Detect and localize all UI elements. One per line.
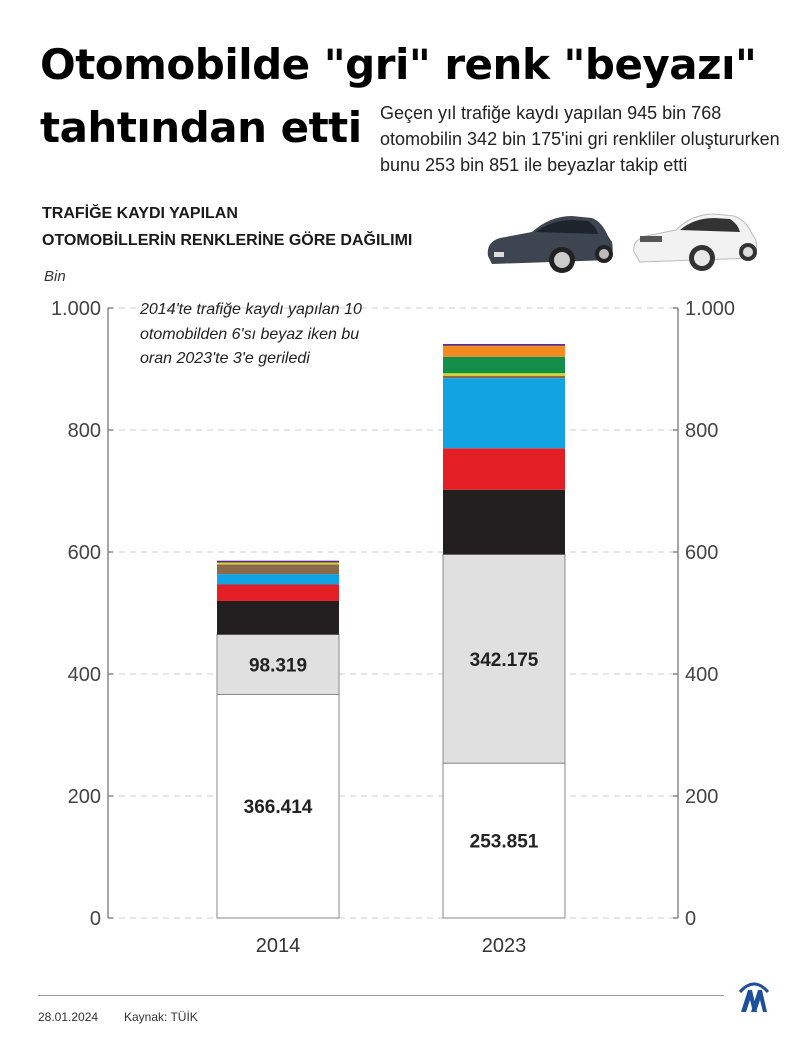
y-tick-label-left: 800 — [68, 420, 101, 442]
y-tick-label-right: 1.000 — [685, 298, 735, 320]
x-tick-label: 2014 — [256, 935, 301, 957]
gray-car-icon — [487, 216, 613, 273]
y-tick-label-right: 800 — [685, 420, 718, 442]
chart-subtitle: TRAFİĞE KAYDI YAPILAN OTOMOBİLLERİN RENK… — [42, 200, 412, 254]
bar-segment-siyah-2023 — [443, 489, 565, 555]
data-label: 253.851 — [470, 832, 539, 853]
chart-annotation: 2014'te trafiğe kaydı yapılan 10 otomobi… — [140, 301, 362, 367]
y-axis-unit-label: Bin — [44, 268, 66, 285]
y-tick-label-right: 400 — [685, 664, 718, 686]
footer-date: 28.01.2024 — [38, 1010, 99, 1024]
white-car-icon — [633, 213, 758, 271]
bar-segment-mor-diğer-2014 — [217, 560, 339, 563]
footer-divider — [38, 995, 724, 996]
y-tick-label-left: 400 — [68, 664, 101, 686]
bar-segment-beyaz-2014 — [216, 693, 340, 919]
cars-illustration — [480, 208, 770, 288]
y-tick-label-right: 0 — [685, 908, 696, 930]
bar-segment-mavi-2014 — [217, 574, 339, 585]
bar-segment-sarı-2014 — [217, 562, 339, 565]
bar-segment-kırmızı-2014 — [217, 584, 339, 601]
bar-segment-gri-2014 — [216, 634, 340, 695]
x-tick-label: 2023 — [482, 935, 527, 957]
page-title-line2: tahtından etti — [40, 103, 362, 152]
bar-segment-yeşil-2023 — [443, 356, 565, 374]
y-tick-label-left: 0 — [90, 908, 101, 930]
bar-segment-mavi-2023 — [443, 378, 565, 449]
y-tick-label-left: 200 — [68, 786, 101, 808]
bar-segment-mor-diğer-2023 — [443, 343, 565, 346]
y-tick-label-right: 200 — [685, 786, 718, 808]
summary-text: Geçen yıl trafiğe kaydı yapılan 945 bin … — [380, 103, 780, 175]
bar-segment-kahverengi-2023 — [443, 375, 565, 379]
page-title-line1: Otomobilde "gri" renk "beyazı" — [40, 40, 757, 89]
y-tick-label-left: 1.000 — [51, 298, 101, 320]
data-label: 366.414 — [244, 797, 313, 818]
aa-logo-icon — [737, 978, 771, 1019]
bar-segment-sarı-2023 — [443, 373, 565, 376]
y-tick-label-left: 600 — [68, 542, 101, 564]
footer-source: Kaynak: TÜİK — [124, 1010, 198, 1024]
y-tick-label-right: 600 — [685, 542, 718, 564]
bar-segment-turuncu-2023 — [443, 345, 565, 357]
bar-segment-siyah-2014 — [217, 600, 339, 635]
bar-segment-kırmızı-2023 — [443, 448, 565, 490]
bar-segment-beyaz-2023 — [442, 762, 566, 919]
bar-segment-kahverengi-2014 — [217, 564, 339, 575]
chart-subtitle-line2: OTOMOBİLLERİN RENKLERİNE GÖRE DAĞILIMI — [42, 232, 413, 249]
data-label: 98.319 — [249, 656, 307, 677]
bar-segment-gri-2023 — [442, 553, 566, 764]
data-label: 342.175 — [470, 650, 539, 671]
chart-subtitle-line1: TRAFİĞE KAYDI YAPILAN — [42, 205, 238, 222]
